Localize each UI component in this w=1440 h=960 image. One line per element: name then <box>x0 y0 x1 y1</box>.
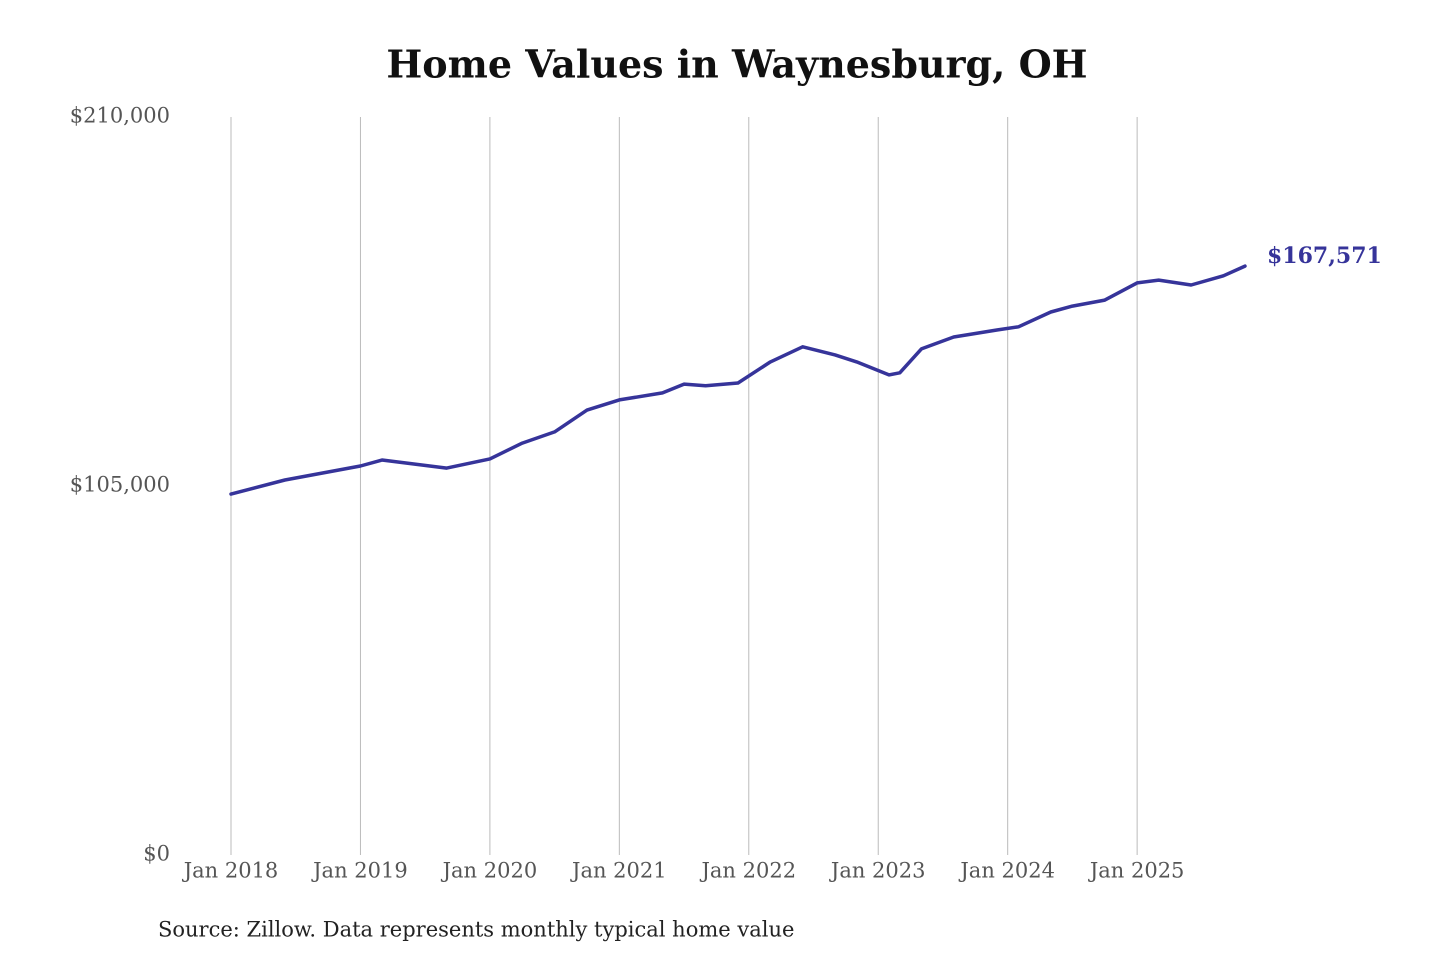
x-tick-label: Jan 2018 <box>182 859 279 883</box>
x-tick-label: Jan 2022 <box>699 859 796 883</box>
end-value-label: $167,571 <box>1267 243 1382 269</box>
x-tick-label: Jan 2023 <box>829 859 926 883</box>
y-tick-label: $105,000 <box>70 473 170 497</box>
x-tick-label: Jan 2019 <box>311 859 408 883</box>
y-tick-label: $210,000 <box>70 104 170 128</box>
chart-title: Home Values in Waynesburg, OH <box>386 42 1087 87</box>
x-tick-label: Jan 2025 <box>1088 859 1185 883</box>
x-tick-label: Jan 2024 <box>958 859 1055 883</box>
source-note: Source: Zillow. Data represents monthly … <box>158 918 794 942</box>
line-series <box>229 264 1247 496</box>
y-tick-label: $0 <box>143 842 170 866</box>
x-tick-label: Jan 2021 <box>570 859 667 883</box>
x-tick-label: Jan 2020 <box>441 859 538 883</box>
